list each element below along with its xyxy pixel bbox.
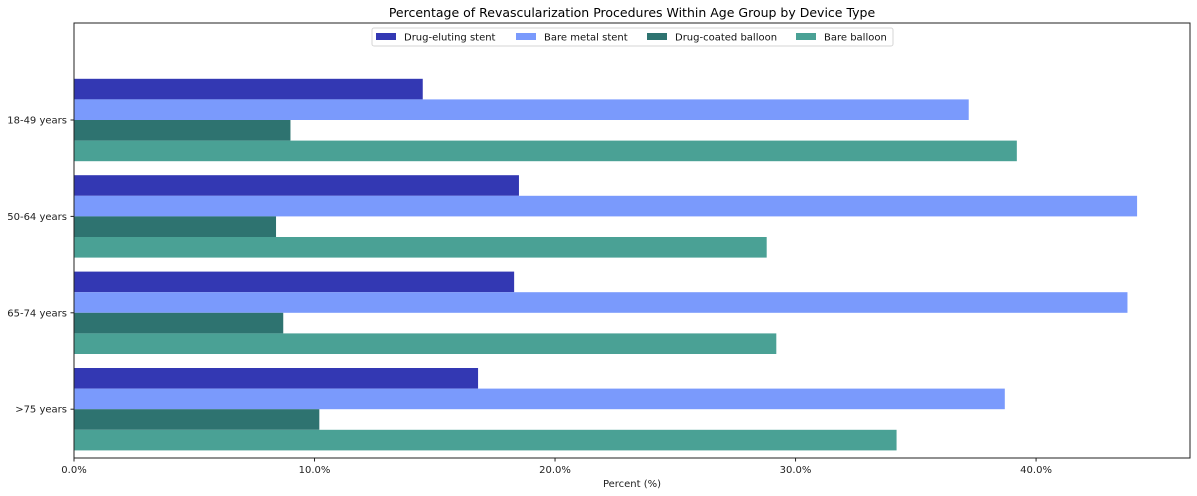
y-tick-label: >75 years: [15, 405, 67, 416]
legend-label: Bare balloon: [824, 33, 887, 44]
y-axis: 18-49 years 50-64 years 65-74 years >75 yea…: [7, 116, 74, 416]
legend-swatch: [647, 33, 667, 40]
legend-swatch: [516, 33, 536, 40]
y-tick-label: 50-64 years: [7, 212, 67, 223]
bar-drug-eluting-stent-65-74-years: [74, 271, 515, 293]
x-axis-label: Percent (%): [603, 479, 661, 490]
bar-drug-eluting-stent-50-64-years: [74, 175, 519, 196]
chart-title: Percentage of Revascularization Procedur…: [389, 5, 876, 20]
y-tick-label: 65-74 years: [7, 308, 67, 319]
legend-label: Drug-eluting stent: [404, 33, 496, 44]
bar-bare-balloon-65-74-years: [74, 333, 777, 354]
bar-bare-metal-stent-18-49-years: [74, 99, 969, 120]
x-axis: 0.0% 10.0% 20.0% 30.0% 40.0%: [61, 458, 1052, 476]
x-tick-label: 20.0%: [539, 465, 571, 476]
legend-swatch: [796, 33, 816, 40]
y-tick-label: 18-49 years: [7, 116, 67, 127]
legend-label: Bare metal stent: [544, 33, 628, 44]
bar-drug-coated-balloon-50-64-years: [74, 216, 277, 237]
legend: Drug-eluting stent Bare metal stent Drug-c…: [371, 27, 894, 47]
x-tick-label: 40.0%: [1020, 465, 1052, 476]
bar-bare-balloon-75-years: [74, 429, 897, 451]
x-tick-label: 0.0%: [61, 465, 86, 476]
bar-drug-coated-balloon-65-74-years: [74, 312, 284, 334]
legend-swatch: [376, 33, 396, 40]
bar-bare-metal-stent-50-64-years: [74, 195, 1138, 217]
bar-bare-balloon-18-49-years: [74, 140, 1017, 162]
bar-bare-balloon-50-64-years: [74, 237, 767, 258]
legend-label: Drug-coated balloon: [675, 33, 777, 44]
bar-drug-coated-balloon-18-49-years: [74, 120, 291, 141]
bar-bare-metal-stent-75-years: [74, 388, 1005, 410]
legend-frame: [371, 27, 894, 47]
x-tick-label: 30.0%: [780, 465, 812, 476]
bar-drug-coated-balloon-75-years: [74, 409, 320, 430]
x-tick-label: 10.0%: [299, 465, 331, 476]
bar-drug-eluting-stent-18-49-years: [74, 78, 423, 100]
bars-group: [74, 78, 1138, 451]
bar-drug-eluting-stent-75-years: [74, 368, 479, 389]
bar-bare-metal-stent-65-74-years: [74, 292, 1128, 313]
axes-frame: [73, 22, 1191, 459]
